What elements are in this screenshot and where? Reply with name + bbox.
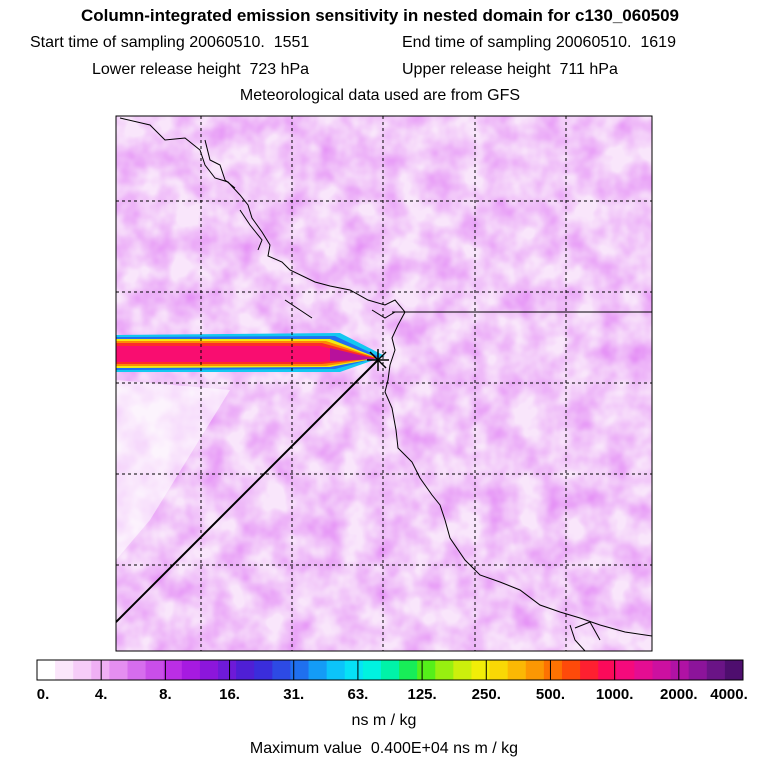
start-time-label: Start time of sampling <box>30 34 185 51</box>
colorbar-swatch <box>543 660 563 680</box>
colorbar-frame <box>36 659 744 681</box>
colorbar-swatch <box>73 660 92 680</box>
release-point-marker <box>367 349 389 371</box>
colorbar-label: 500. <box>535 686 566 703</box>
met-data-line: Meteorological data used are from GFS <box>239 87 521 104</box>
colorbar-swatch <box>308 660 328 680</box>
colorbar-units: ns m / kg <box>351 712 417 729</box>
colorbar-swatch <box>37 660 56 680</box>
end-time-value: 20060510. 1619 <box>555 34 676 51</box>
plot-title: Column-integrated emission sensitivity i… <box>80 6 680 25</box>
colorbar-swatch <box>417 660 436 680</box>
end-time-label: End time of sampling <box>402 34 552 51</box>
colorbar-swatch <box>326 660 346 680</box>
puget-sound <box>204 139 396 319</box>
colorbar-swatch <box>453 660 472 680</box>
colorbar-swatch <box>652 660 672 680</box>
colorbar-swatch <box>145 660 165 680</box>
trajectory-line <box>116 359 379 623</box>
colorbar-swatch <box>507 660 527 680</box>
colorbar-swatch <box>55 660 74 680</box>
lake-outline <box>569 621 601 651</box>
lower-height-label: Lower release height <box>92 61 241 78</box>
upper-height: Upper release height 711 hPa <box>402 61 618 79</box>
max-value-line: Maximum value 0.400E+04 ns m / kg <box>0 740 768 758</box>
lower-height-value: 723 hPa <box>249 61 310 78</box>
coastline <box>119 117 652 637</box>
colorbar-swatch <box>236 660 255 680</box>
graticule <box>116 116 652 651</box>
colorbar-swatch <box>616 660 635 680</box>
lower-height: Lower release height 723 hPa <box>92 61 309 79</box>
end-time: End time of sampling 20060510. 1619 <box>402 34 676 52</box>
colorbar-swatch <box>580 660 599 680</box>
upper-height-value: 711 hPa <box>559 61 618 78</box>
start-time-value: 20060510. 1551 <box>189 34 310 51</box>
colorbar-swatch <box>525 660 545 680</box>
colorbar-swatch <box>199 660 219 680</box>
colorbar-label: 31. <box>283 686 305 703</box>
colorbar-swatch <box>688 660 708 680</box>
colorbar-label: 1000. <box>595 686 634 703</box>
colorbar-swatch <box>471 660 491 680</box>
colorbar-swatch <box>290 660 310 680</box>
colorbar-swatch <box>91 660 110 680</box>
colorbar-swatch <box>489 660 509 680</box>
colorbar-swatch <box>634 660 653 680</box>
colorbar-swatch <box>435 660 454 680</box>
map-frame <box>115 115 653 652</box>
colorbar-swatch <box>362 660 382 680</box>
max-value: 0.400E+04 <box>370 740 449 757</box>
max-value-units: ns m / kg <box>453 740 519 757</box>
max-value-label: Maximum value <box>249 740 362 757</box>
colorbar-swatch <box>218 660 237 680</box>
colorbar-swatch <box>670 660 690 680</box>
colorbar-swatch <box>344 660 364 680</box>
colorbar-label: 4. <box>94 686 108 703</box>
colorbar-label: 2000. <box>660 686 698 703</box>
colorbar-label: 63. <box>347 686 369 703</box>
colorbar-label: 125. <box>407 686 437 703</box>
plume <box>116 333 385 372</box>
colorbar-swatch <box>706 660 726 680</box>
colorbar-swatch <box>254 660 273 680</box>
colorbar-label: 8. <box>159 686 172 703</box>
colorbar-label: 4000. <box>710 686 748 703</box>
colorbar-swatch <box>127 660 147 680</box>
upper-height-label: Upper release height <box>402 61 551 78</box>
colorbar-swatch <box>724 660 744 680</box>
colorbar-swatch <box>561 660 581 680</box>
colorbar-label: 16. <box>219 686 240 703</box>
colorbar-swatch <box>181 660 201 680</box>
colorbar-label: 0. <box>36 686 50 703</box>
colorbar-swatch <box>399 660 418 680</box>
start-time: Start time of sampling 20060510. 1551 <box>30 34 309 52</box>
colorbar-swatch <box>163 660 183 680</box>
colorbar-swatch <box>272 660 291 680</box>
colorbar <box>36 659 744 681</box>
colorbar-swatch <box>380 660 400 680</box>
colorbar-label: 250. <box>471 686 501 703</box>
colorbar-swatch <box>109 660 129 680</box>
colorbar-swatch <box>598 660 617 680</box>
